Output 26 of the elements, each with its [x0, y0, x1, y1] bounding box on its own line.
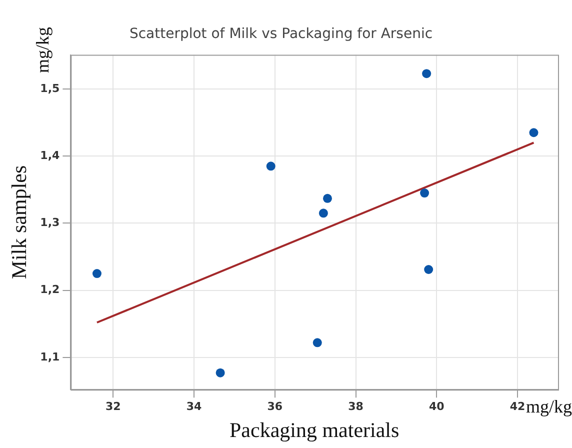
- y-tick-label: 1,1: [40, 350, 60, 364]
- y-tick-label: 1,3: [40, 216, 60, 230]
- x-tick-label: 42: [510, 400, 526, 414]
- chart-title: Scatterplot of Milk vs Packaging for Arsenic: [129, 26, 433, 42]
- x-tick-label: 40: [429, 400, 445, 414]
- text: mg/kg: [526, 396, 572, 416]
- point: [420, 188, 430, 198]
- point: [322, 194, 332, 203]
- text: mg/kg: [32, 26, 53, 74]
- point: [424, 265, 434, 274]
- y-tick-label: 1,4: [40, 148, 60, 162]
- y-tick-label: 1,2: [40, 283, 60, 296]
- point: [422, 69, 432, 78]
- point: [312, 338, 322, 348]
- point: [92, 269, 102, 278]
- y-axis-title: Milk samples: [7, 165, 32, 280]
- x-tick-label: 38: [348, 400, 364, 414]
- point: [318, 208, 328, 218]
- x-axis-title: Packaging materials: [229, 418, 400, 442]
- x-tick-label: 36: [267, 400, 283, 414]
- point: [266, 162, 276, 171]
- point: [216, 368, 225, 378]
- point: [529, 128, 538, 138]
- x-tick-label: 32: [105, 400, 121, 414]
- x-tick-label: 34: [186, 400, 202, 414]
- y-tick-label: 1,5: [40, 82, 60, 95]
